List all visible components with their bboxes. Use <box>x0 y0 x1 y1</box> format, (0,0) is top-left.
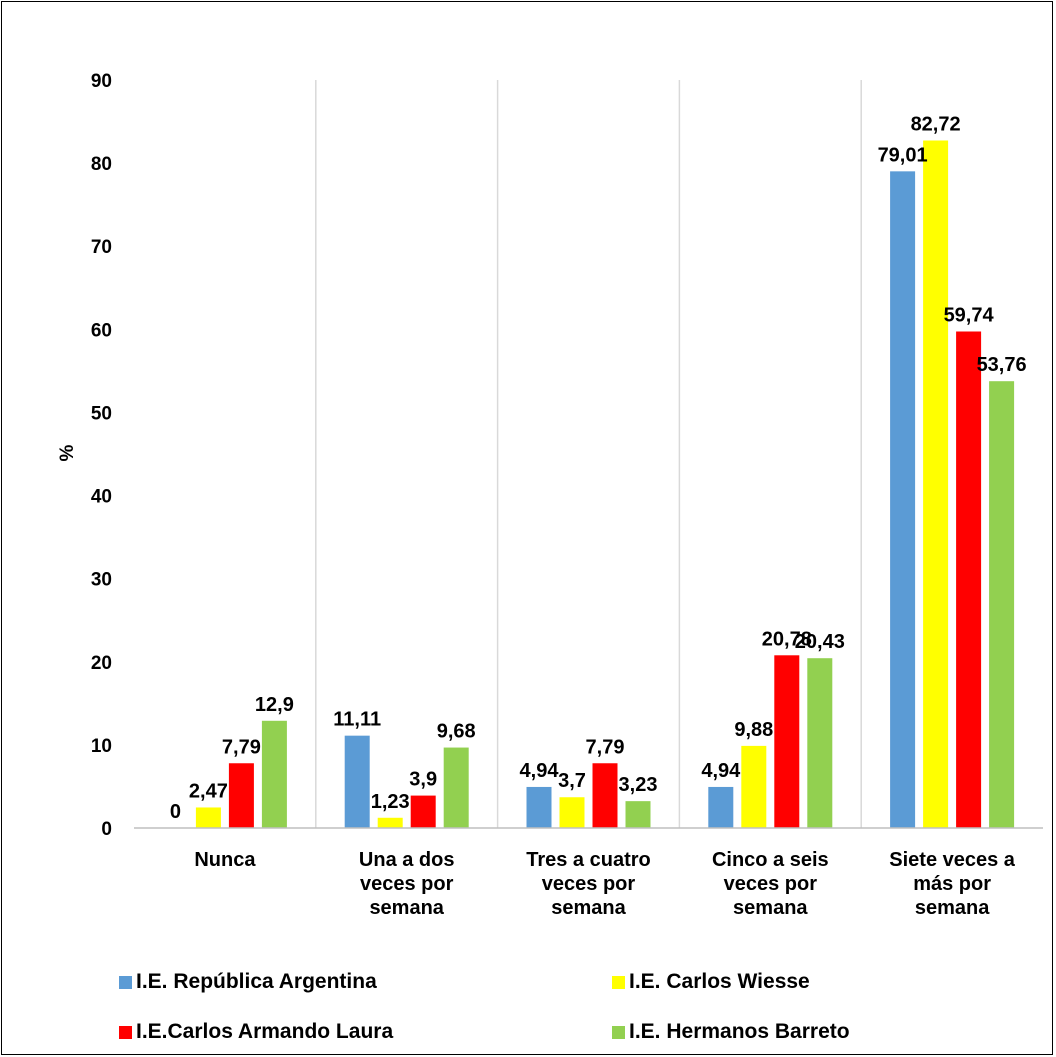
data-label: 3,23 <box>619 774 658 796</box>
data-label: 2,47 <box>189 780 228 802</box>
bar <box>956 331 982 828</box>
legend-item: I.E. Carlos Wiesse <box>612 970 810 994</box>
y-axis-title: % <box>57 444 78 461</box>
bar <box>708 786 734 828</box>
legend-item: I.E. República Argentina <box>119 970 377 994</box>
legend-label: I.E. Carlos Wiesse <box>629 970 810 993</box>
data-label: 4,94 <box>520 760 560 782</box>
y-tick-label: 20 <box>91 653 112 674</box>
bar <box>890 171 916 828</box>
bar <box>526 786 552 828</box>
bar <box>443 747 469 828</box>
data-label: 82,72 <box>911 114 961 136</box>
x-category-label: Una a dos veces por semana <box>359 849 455 919</box>
data-label: 7,79 <box>222 736 261 758</box>
data-label: 7,79 <box>586 736 625 758</box>
legend-swatch <box>612 975 625 989</box>
legend-label: I.E.Carlos Armando Laura <box>136 1020 394 1043</box>
bar <box>625 801 651 828</box>
data-label: 9,68 <box>437 721 476 743</box>
data-label: 1,23 <box>371 791 410 813</box>
x-category-label: Cinco a seis veces por semana <box>712 849 829 919</box>
bar <box>592 763 618 828</box>
x-category-label: Siete veces a más por semana <box>889 849 1016 919</box>
x-axis-categories: Nunca Una a dos veces por semana Tres a cuat… <box>194 849 1015 919</box>
y-tick-label: 30 <box>91 570 112 591</box>
y-tick-label: 50 <box>91 403 112 424</box>
y-tick-label: 0 <box>101 819 112 840</box>
bar <box>559 797 585 828</box>
data-label: 3,9 <box>409 769 437 791</box>
y-tick-label: 90 <box>91 71 112 92</box>
x-category-label: Tres a cuatro veces por semana <box>526 849 651 919</box>
data-label: 59,74 <box>944 304 995 326</box>
data-label: 3,7 <box>558 770 586 792</box>
y-tick-label: 70 <box>91 237 112 258</box>
data-label: 4,94 <box>701 760 741 782</box>
bar <box>807 658 833 828</box>
y-tick-label: 60 <box>91 320 112 341</box>
legend-label: I.E. República Argentina <box>136 970 377 993</box>
y-tick-label: 40 <box>91 487 112 508</box>
data-label: 20,78 <box>762 628 812 650</box>
bar <box>377 817 403 828</box>
x-category-label: Nunca <box>194 849 256 871</box>
legend-item: I.E. Hermanos Barreto <box>612 1020 850 1044</box>
bar <box>261 720 287 828</box>
y-tick-label: 10 <box>91 736 112 757</box>
data-label: 79,01 <box>878 144 928 166</box>
data-label: 53,76 <box>977 354 1027 376</box>
data-label: 12,9 <box>255 694 294 716</box>
bar <box>228 763 254 828</box>
category-gridlines <box>315 80 862 828</box>
data-label: 0 <box>170 801 181 823</box>
legend-swatch <box>119 1025 132 1039</box>
bar <box>923 140 949 828</box>
bar <box>410 795 436 828</box>
legend-item: I.E.Carlos Armando Laura <box>119 1020 393 1044</box>
bar <box>741 745 767 828</box>
bar <box>195 807 221 828</box>
bar <box>344 735 370 828</box>
bar <box>774 655 800 828</box>
data-labels: 0 11,11 4,94 4,94 79,01 2,47 1,23 3,7 9,88 82,72 7… <box>170 114 1027 823</box>
data-label: 20,43 <box>795 631 845 653</box>
legend-swatch <box>612 1025 625 1039</box>
bar <box>989 381 1015 828</box>
bars <box>195 140 1015 828</box>
legend-label: I.E. Hermanos Barreto <box>629 1020 850 1043</box>
y-tick-label: 80 <box>91 154 112 175</box>
legend-swatch <box>119 975 132 989</box>
y-axis-ticks: 0 10 20 30 40 50 60 70 80 90 <box>91 71 112 840</box>
data-label: 11,11 <box>333 709 381 731</box>
data-label: 9,88 <box>734 719 773 741</box>
